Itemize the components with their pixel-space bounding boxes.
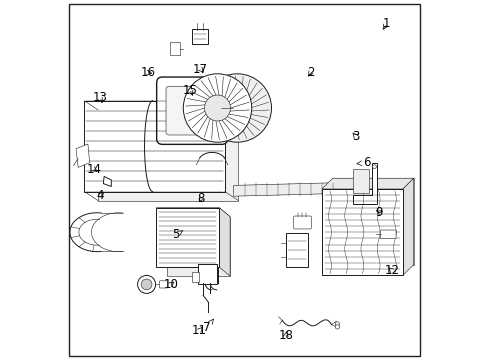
Polygon shape <box>332 178 413 265</box>
Polygon shape <box>219 208 230 276</box>
Text: 9: 9 <box>375 206 383 219</box>
Bar <box>156 208 219 267</box>
FancyBboxPatch shape <box>192 272 199 282</box>
FancyBboxPatch shape <box>293 216 311 229</box>
FancyBboxPatch shape <box>159 281 167 288</box>
Text: 4: 4 <box>97 189 104 202</box>
Polygon shape <box>321 178 413 189</box>
Circle shape <box>335 322 339 326</box>
FancyBboxPatch shape <box>156 77 227 144</box>
Polygon shape <box>167 217 230 276</box>
Circle shape <box>335 325 339 329</box>
Polygon shape <box>233 183 343 196</box>
Text: 17: 17 <box>193 63 208 76</box>
FancyBboxPatch shape <box>352 169 368 193</box>
Bar <box>321 189 402 275</box>
Circle shape <box>204 95 230 121</box>
Text: 2: 2 <box>307 66 314 78</box>
FancyBboxPatch shape <box>170 42 180 55</box>
Text: 14: 14 <box>86 163 102 176</box>
Circle shape <box>203 74 271 142</box>
Text: 3: 3 <box>352 130 359 143</box>
FancyBboxPatch shape <box>166 86 218 135</box>
Text: 15: 15 <box>183 84 198 97</box>
Text: 5: 5 <box>172 228 183 241</box>
Text: 1: 1 <box>382 17 389 30</box>
Circle shape <box>183 74 251 142</box>
Polygon shape <box>156 208 230 217</box>
Circle shape <box>372 165 375 168</box>
Text: 7: 7 <box>203 319 213 334</box>
Text: 16: 16 <box>140 66 155 79</box>
FancyBboxPatch shape <box>191 29 208 44</box>
FancyBboxPatch shape <box>198 264 216 284</box>
Circle shape <box>141 279 152 290</box>
Text: 6: 6 <box>356 156 370 169</box>
Text: 8: 8 <box>197 192 204 204</box>
Text: 13: 13 <box>92 91 107 104</box>
Polygon shape <box>103 176 111 186</box>
Polygon shape <box>76 144 89 167</box>
Text: 18: 18 <box>278 329 293 342</box>
Polygon shape <box>84 101 224 192</box>
FancyBboxPatch shape <box>380 230 395 239</box>
Text: 11: 11 <box>192 324 206 337</box>
Polygon shape <box>402 178 413 275</box>
Text: 10: 10 <box>163 278 178 291</box>
Circle shape <box>372 165 375 168</box>
Polygon shape <box>352 163 376 204</box>
Circle shape <box>224 95 250 121</box>
Bar <box>285 233 307 267</box>
Text: 12: 12 <box>384 264 399 277</box>
Circle shape <box>137 275 155 293</box>
Polygon shape <box>98 110 238 201</box>
